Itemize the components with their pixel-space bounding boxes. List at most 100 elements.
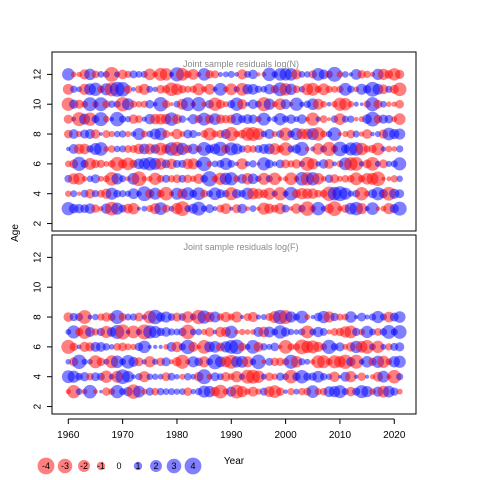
residual-bubble — [345, 371, 357, 383]
residual-bubble — [252, 128, 265, 140]
residual-bubble — [395, 342, 405, 352]
residual-bubble — [306, 385, 320, 398]
residual-bubble — [183, 174, 193, 184]
residual-bubble — [213, 384, 228, 399]
residual-bubble — [117, 69, 128, 80]
residual-bubble — [90, 174, 101, 184]
residual-bubble — [74, 99, 84, 109]
residual-bubble — [314, 189, 323, 198]
residual-bubble — [183, 387, 193, 396]
residual-bubble — [191, 97, 206, 112]
legend-bubble — [133, 461, 143, 471]
residual-bubble — [73, 172, 86, 185]
residual-bubble — [245, 206, 251, 212]
residual-bubble — [129, 100, 138, 108]
residual-bubble — [243, 144, 252, 154]
residual-bubble — [280, 327, 291, 337]
residual-bubble — [91, 204, 100, 213]
residual-bubble — [70, 190, 78, 198]
residual-bubble — [315, 116, 321, 122]
residual-bubble — [317, 355, 331, 369]
residual-bubble — [289, 97, 304, 111]
residual-bubble — [385, 145, 393, 153]
residual-bubble — [341, 115, 349, 123]
residual-bubble — [292, 85, 301, 94]
residual-bubble — [198, 356, 210, 368]
residual-bubble — [171, 114, 182, 125]
x-axis-title: Year — [224, 456, 245, 467]
residual-bubble — [62, 83, 74, 95]
residual-bubble — [184, 85, 192, 93]
residual-bubble — [336, 175, 344, 182]
residual-bubble — [386, 101, 392, 107]
residual-bubble — [146, 85, 154, 93]
residual-bubble — [189, 328, 197, 336]
residual-bubble — [307, 188, 319, 200]
residual-bubble — [381, 176, 386, 181]
residual-bubble — [326, 101, 332, 107]
residual-bubble — [65, 190, 72, 197]
residual-bubble — [145, 99, 155, 109]
residual-bubble — [229, 206, 234, 211]
residual-bubble — [262, 67, 277, 82]
residual-bubble — [200, 189, 209, 198]
residual-bubble — [138, 83, 150, 95]
residual-bubble — [396, 373, 404, 381]
residual-bubble — [341, 174, 350, 183]
residual-bubble — [339, 97, 352, 111]
residual-bubble — [396, 388, 403, 395]
residual-bubble — [99, 389, 103, 394]
residual-bubble — [346, 129, 356, 139]
residual-bubble — [298, 387, 306, 396]
bubbles-log-f — [61, 309, 407, 399]
residual-bubble — [104, 66, 120, 82]
legend-label: -3 — [61, 461, 69, 471]
residual-bubble — [280, 99, 291, 110]
residual-bubble — [220, 203, 232, 215]
residual-bubble — [127, 202, 140, 215]
residual-bubble — [327, 117, 331, 122]
residual-bubble — [335, 342, 345, 352]
residual-bubble — [182, 311, 194, 323]
residual-bubble — [122, 370, 134, 383]
residual-bubble — [242, 356, 254, 368]
residual-bubble — [248, 114, 258, 124]
residual-bubble — [265, 372, 274, 382]
residual-bubble — [147, 344, 152, 349]
residual-bubble — [63, 114, 73, 124]
residual-bubble — [291, 203, 302, 214]
residual-bubble — [395, 69, 405, 79]
residual-bubble — [276, 357, 285, 366]
residual-bubble — [298, 71, 306, 78]
residual-bubble — [237, 99, 248, 110]
residual-bubble — [110, 355, 124, 369]
residual-bubble — [238, 145, 246, 153]
residual-bubble — [361, 385, 373, 398]
residual-bubble — [81, 176, 88, 182]
x-tick-label: 2010 — [329, 430, 352, 441]
residual-bubble — [138, 371, 150, 383]
residual-bubble — [75, 388, 83, 395]
panel-log-n: Joint sample residuals log(N) 2 4 6 8 10 12 — [33, 51, 417, 232]
residual-bubble — [300, 325, 314, 339]
residual-bubble — [224, 325, 238, 339]
residual-bubble — [290, 356, 303, 368]
residual-bubble — [119, 175, 127, 183]
residual-bubble — [263, 187, 276, 200]
residual-bubble — [151, 387, 160, 396]
residual-bubble — [264, 129, 275, 140]
residual-bubble — [312, 143, 324, 155]
residual-bubble — [119, 115, 127, 123]
residual-bubble — [356, 203, 368, 215]
residual-bubble — [225, 83, 238, 96]
residual-bubble — [231, 371, 243, 383]
residual-bubble — [366, 202, 379, 215]
residual-bubble — [357, 372, 366, 381]
residual-bubble — [103, 146, 110, 152]
residual-bubble — [247, 311, 259, 323]
residual-bubble — [85, 188, 95, 199]
residual-bubble — [81, 358, 88, 365]
residual-bubble — [240, 314, 245, 320]
residual-bubble — [349, 354, 364, 369]
residual-bubble — [93, 112, 108, 127]
